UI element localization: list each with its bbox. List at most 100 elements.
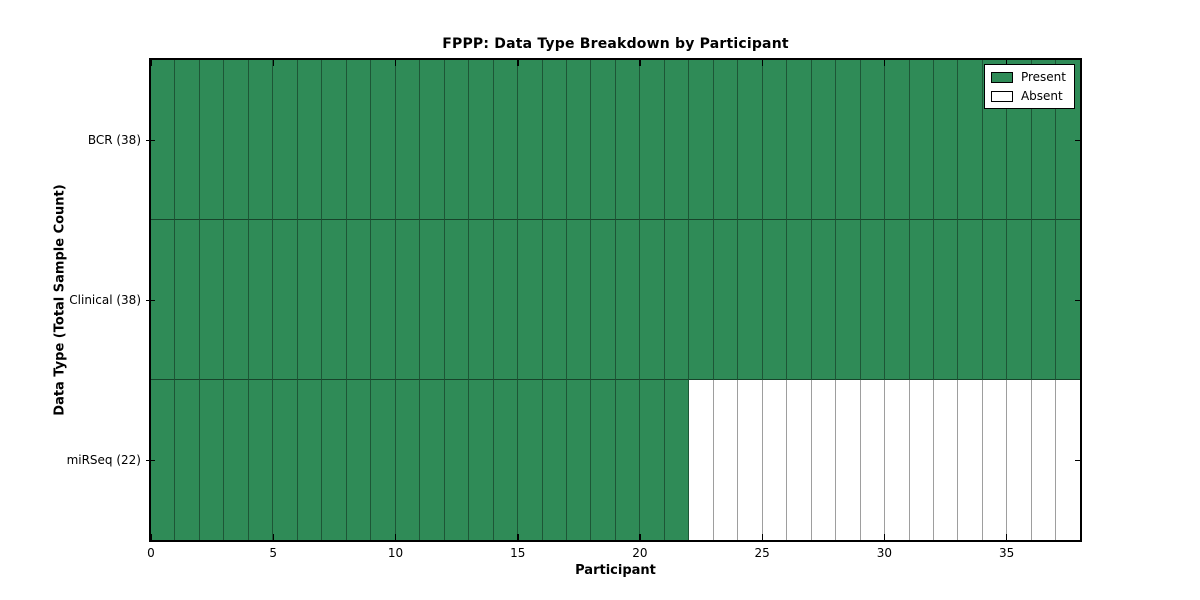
matrix-cell xyxy=(762,380,788,540)
matrix-cell xyxy=(664,380,690,540)
matrix-cell xyxy=(689,380,714,540)
matrix-cell xyxy=(591,380,616,540)
matrix-cell xyxy=(860,220,886,380)
matrix-row-clinical xyxy=(151,220,1080,380)
matrix-cell xyxy=(444,60,470,220)
x-tick-mark xyxy=(517,60,519,66)
matrix-cell xyxy=(591,220,616,380)
x-tick-mark xyxy=(394,534,397,540)
matrix-cell xyxy=(762,60,788,220)
matrix-cell xyxy=(738,380,763,540)
matrix-cell xyxy=(322,380,347,540)
matrix-cell xyxy=(493,60,519,220)
y-tick-mark xyxy=(146,139,155,141)
y-tick-mark xyxy=(1075,299,1080,301)
x-tick-label: 5 xyxy=(269,546,278,560)
matrix-cell xyxy=(151,60,176,220)
matrix-cell xyxy=(1056,220,1080,380)
matrix-cell xyxy=(371,220,396,380)
matrix-cell xyxy=(615,220,641,380)
y-tick-mark xyxy=(1075,459,1080,461)
matrix-cell xyxy=(566,380,592,540)
matrix-cell xyxy=(958,380,983,540)
matrix-cell xyxy=(297,60,323,220)
absent-swatch-icon xyxy=(990,90,1013,102)
y-axis-label: Data Type (Total Sample Count) xyxy=(52,184,68,416)
matrix-cell xyxy=(615,60,641,220)
matrix-cell xyxy=(199,60,225,220)
matrix-cell xyxy=(787,380,812,540)
present-swatch-icon xyxy=(990,71,1013,83)
matrix-cell xyxy=(224,380,249,540)
matrix-cell xyxy=(836,220,861,380)
matrix-cell xyxy=(958,60,983,220)
matrix-cell xyxy=(713,380,739,540)
matrix-cell xyxy=(273,60,298,220)
y-tick-label-mirseq: miRSeq (22) xyxy=(66,453,141,467)
matrix-cell xyxy=(420,380,445,540)
matrix-cell xyxy=(664,60,690,220)
presence-matrix xyxy=(151,60,1080,540)
matrix-cell xyxy=(640,380,665,540)
matrix-cell xyxy=(811,60,837,220)
x-tick-mark xyxy=(761,534,763,540)
x-tick-label: 25 xyxy=(754,546,770,560)
y-tick-label-clinical: Clinical (38) xyxy=(69,293,141,307)
matrix-cell xyxy=(591,60,616,220)
matrix-cell xyxy=(444,220,470,380)
matrix-cell xyxy=(885,60,910,220)
matrix-cell xyxy=(199,220,225,380)
matrix-cell xyxy=(811,380,837,540)
matrix-cell xyxy=(444,380,470,540)
matrix-cell xyxy=(787,60,812,220)
matrix-cell xyxy=(493,220,519,380)
x-tick-mark xyxy=(639,534,641,540)
matrix-cell xyxy=(322,60,347,220)
matrix-cell xyxy=(199,380,225,540)
matrix-cell xyxy=(518,60,543,220)
matrix-cell xyxy=(982,220,1008,380)
matrix-cell xyxy=(248,60,274,220)
y-tick-mark xyxy=(1075,139,1080,141)
x-tick-label: 10 xyxy=(387,546,404,560)
x-tick-mark xyxy=(639,60,641,66)
matrix-cell xyxy=(885,380,910,540)
matrix-cell xyxy=(175,380,200,540)
matrix-cell xyxy=(1031,380,1057,540)
matrix-cell xyxy=(151,220,176,380)
matrix-cell xyxy=(175,60,200,220)
matrix-cell xyxy=(909,60,934,220)
x-tick-mark xyxy=(272,60,275,66)
matrix-cell xyxy=(909,380,934,540)
matrix-cell xyxy=(615,380,641,540)
matrix-cell xyxy=(395,60,421,220)
matrix-cell xyxy=(787,220,812,380)
matrix-cell xyxy=(420,220,445,380)
matrix-cell xyxy=(640,60,665,220)
matrix-cell xyxy=(175,220,200,380)
matrix-cell xyxy=(958,220,983,380)
matrix-cell xyxy=(346,220,372,380)
plot-area: 0 5 10 15 20 25 30 35 BCR (38) Clinical (38) miRSe… xyxy=(67,58,1082,560)
matrix-cell xyxy=(1056,380,1080,540)
x-tick-mark xyxy=(761,60,763,66)
x-tick-mark xyxy=(1006,534,1008,540)
matrix-cell xyxy=(1031,220,1057,380)
x-tick-mark xyxy=(150,60,152,66)
matrix-cell xyxy=(738,220,763,380)
x-tick-label: 15 xyxy=(510,546,526,560)
matrix-cell xyxy=(860,380,886,540)
matrix-cell xyxy=(371,60,396,220)
matrix-cell xyxy=(224,60,249,220)
x-tick-label: 20 xyxy=(632,546,648,560)
x-axis-label: Participant xyxy=(575,563,656,578)
matrix-cell xyxy=(836,60,861,220)
matrix-cell xyxy=(934,220,959,380)
matrix-cell xyxy=(909,220,934,380)
matrix-cell xyxy=(297,380,323,540)
matrix-cell xyxy=(346,380,372,540)
matrix-cell xyxy=(836,380,861,540)
matrix-cell xyxy=(1007,380,1032,540)
legend-label-present: Present xyxy=(1020,70,1066,84)
matrix-cell xyxy=(885,220,910,380)
